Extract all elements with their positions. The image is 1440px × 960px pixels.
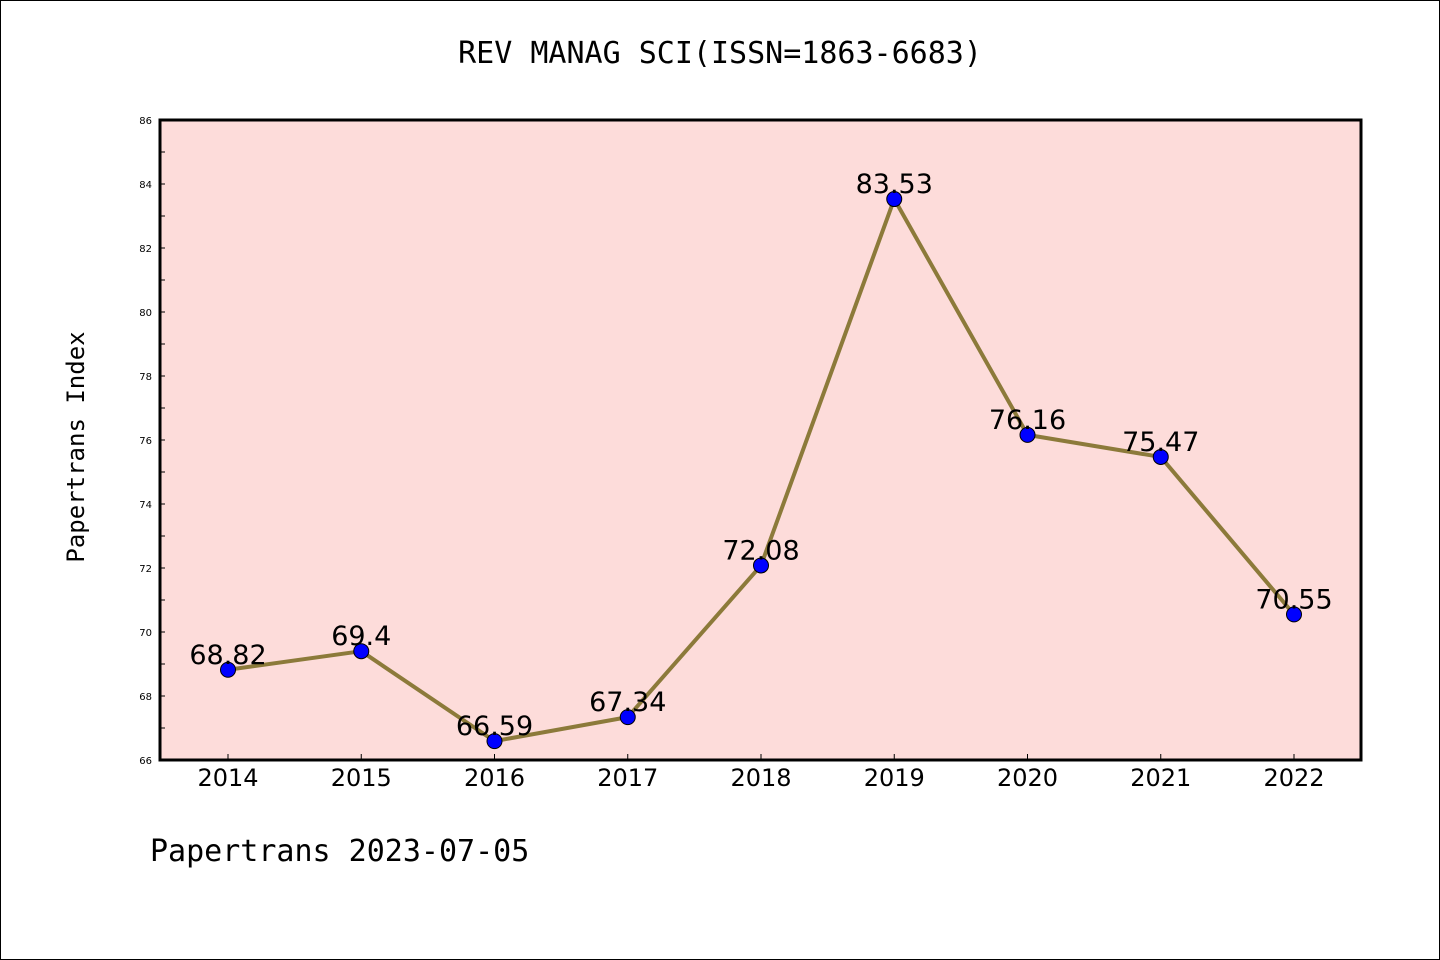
data-point xyxy=(753,557,769,574)
x-tick-label: 2018 xyxy=(730,764,791,792)
x-tick-label: 2017 xyxy=(597,764,658,792)
data-point xyxy=(1286,606,1302,623)
data-point xyxy=(486,733,503,750)
x-tick-label: 2015 xyxy=(331,764,392,792)
y-tick-label: 78 xyxy=(139,372,152,383)
data-point xyxy=(353,643,370,660)
x-axis: 2014 2015 2016 2017 2018 2019 2020 2021 2022 xyxy=(197,754,1325,792)
y-tick-label: 66 xyxy=(139,756,152,767)
y-tick-label: 68 xyxy=(139,692,152,703)
data-point xyxy=(1019,426,1036,443)
data-label: 75.47 xyxy=(1122,427,1199,458)
data-labels: 68.82 69.4 66.59 67.34 72.08 83.53 76.16 75.47 7… xyxy=(189,169,1332,742)
x-tick-label: 2014 xyxy=(197,764,258,792)
data-points xyxy=(220,191,1302,750)
plot-border xyxy=(158,118,1363,762)
y-tick-label: 70 xyxy=(139,628,152,639)
footer-credit: Papertrans 2023-07-05 xyxy=(150,834,530,869)
data-point xyxy=(220,661,236,678)
data-point xyxy=(1152,448,1169,465)
x-tick-label: 2016 xyxy=(464,764,525,792)
chart-title: REV MANAG SCI(ISSN=1863-6683) xyxy=(458,36,982,71)
data-label: 68.82 xyxy=(189,640,266,671)
y-tick-label: 80 xyxy=(139,308,152,319)
y-tick-label: 82 xyxy=(139,244,152,255)
data-label: 66.59 xyxy=(456,711,533,742)
data-point xyxy=(886,191,903,208)
x-tick-label: 2022 xyxy=(1263,764,1324,792)
data-point xyxy=(619,709,636,726)
data-label: 72.08 xyxy=(722,535,799,566)
data-label: 69.4 xyxy=(331,621,391,652)
y-tick-label: 76 xyxy=(139,436,152,447)
y-tick-label: 74 xyxy=(139,500,152,511)
y-tick-label: 86 xyxy=(139,116,152,127)
data-label: 76.16 xyxy=(989,405,1066,436)
x-tick-label: 2021 xyxy=(1130,764,1191,792)
x-tick-label: 2020 xyxy=(997,764,1058,792)
data-label: 70.55 xyxy=(1255,584,1332,615)
x-tick-label: 2019 xyxy=(864,764,925,792)
data-label: 67.34 xyxy=(589,687,666,718)
y-tick-label: 84 xyxy=(139,180,152,191)
data-label: 83.53 xyxy=(856,169,933,200)
y-tick-label: 72 xyxy=(139,564,152,575)
